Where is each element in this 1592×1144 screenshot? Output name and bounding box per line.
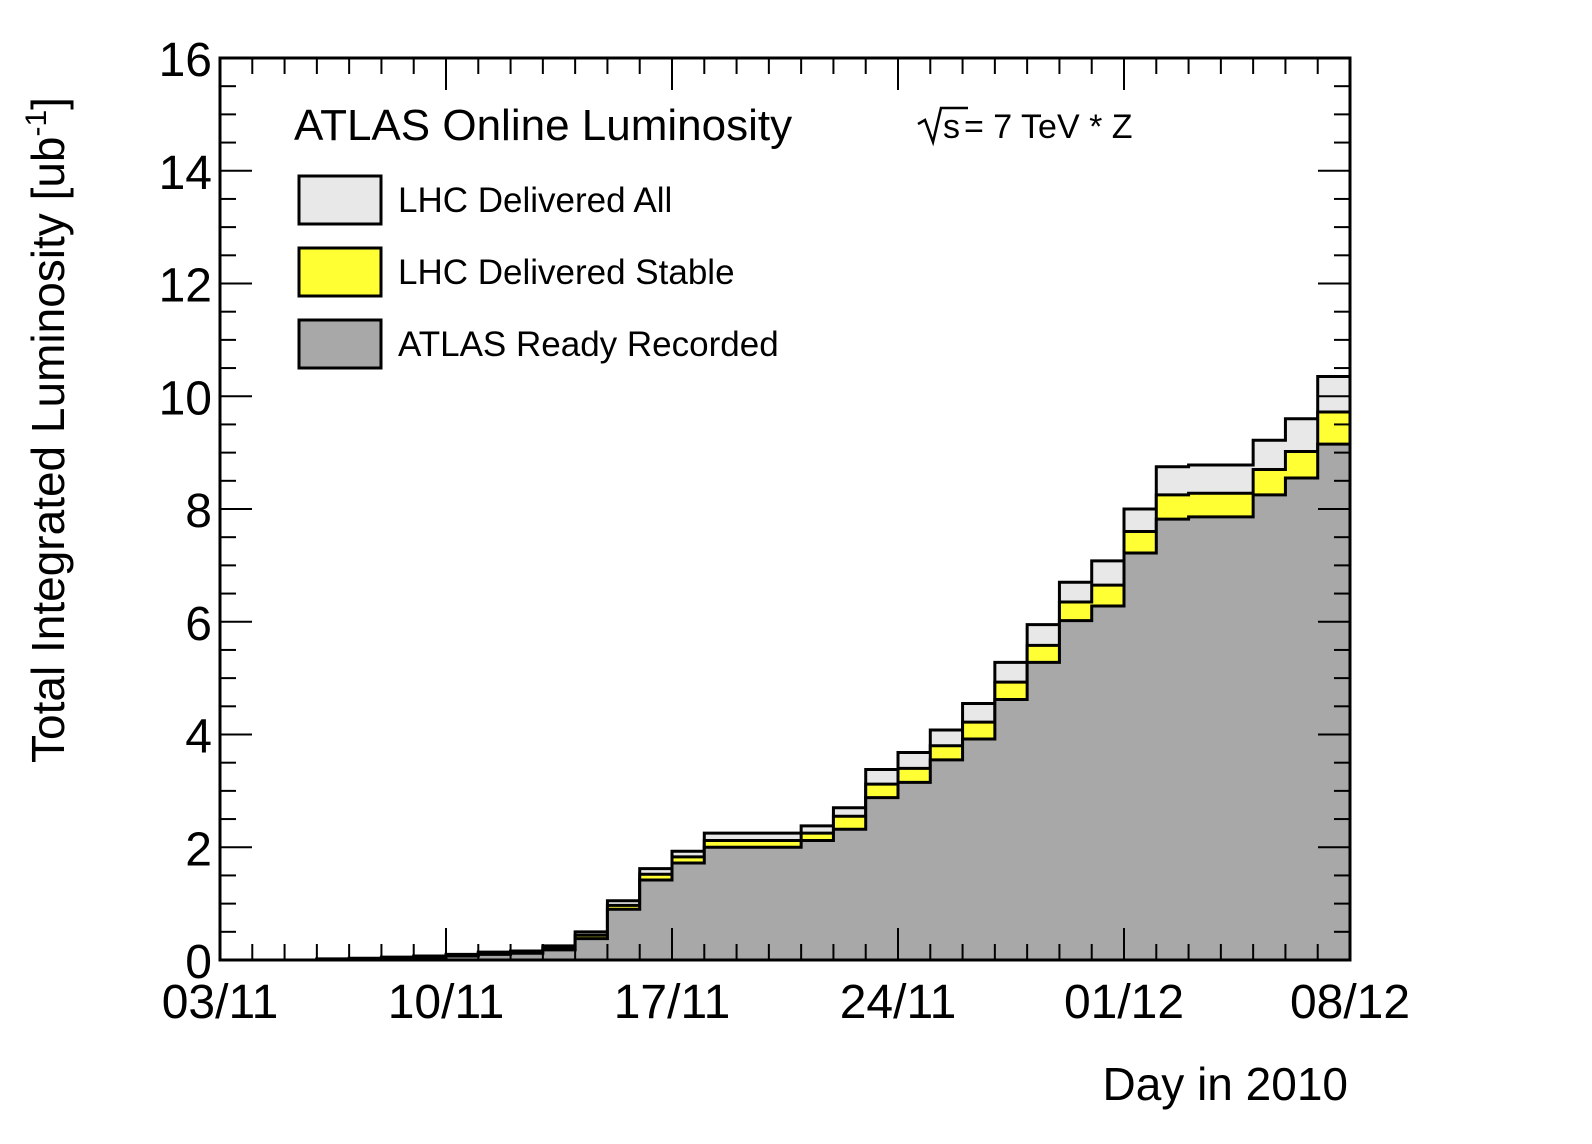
y-tick-label: 16 xyxy=(159,34,212,87)
legend: LHC Delivered All LHC Delivered Stable ATL… xyxy=(297,174,779,370)
legend-swatch-all xyxy=(297,174,383,226)
y-tick-label: 8 xyxy=(185,485,212,538)
x-tick-label: 10/11 xyxy=(388,976,505,1029)
y-tick-label: 4 xyxy=(185,711,212,764)
legend-label-recorded: ATLAS Ready Recorded xyxy=(398,325,779,364)
series-outline-recorded xyxy=(220,442,1350,962)
annotation-sqrt-arg: s xyxy=(943,108,960,146)
y-tick-label: 2 xyxy=(185,823,212,876)
sqrt-sign-icon xyxy=(917,106,968,147)
x-tick-label: 08/12 xyxy=(1290,976,1410,1029)
x-axis-label: Day in 2010 xyxy=(1103,1058,1349,1110)
x-tick-label: 03/11 xyxy=(162,976,279,1029)
y-axis-label-main: Total Integrated Luminosity [ub xyxy=(22,136,74,762)
x-tick-label: 24/11 xyxy=(840,976,957,1029)
series-area-recorded xyxy=(220,444,1350,960)
y-tick-label: 6 xyxy=(185,598,212,651)
annotation-text: = 7 TeV * Z xyxy=(964,108,1133,146)
legend-label-all: LHC Delivered All xyxy=(398,181,672,220)
y-axis-label-close: ] xyxy=(22,97,74,110)
x-tick-label: 01/12 xyxy=(1064,976,1184,1029)
legend-swatch-recorded xyxy=(297,318,383,370)
x-tick-label: 17/11 xyxy=(614,976,731,1029)
energy-annotation: s = 7 TeV * Z xyxy=(917,106,1133,147)
legend-label-stable: LHC Delivered Stable xyxy=(398,253,735,292)
axis-ticks xyxy=(219,57,1351,961)
chart-title: ATLAS Online Luminosity xyxy=(294,101,792,150)
area-layers xyxy=(220,375,1350,962)
y-tick-label: 12 xyxy=(159,260,212,313)
y-tick-label: 14 xyxy=(159,147,212,200)
legend-swatch-stable xyxy=(297,246,383,298)
tick-labels: 0 2 4 6 8 10 12 14 16 03/11 10/11 17/11 24/11 01/12 08… xyxy=(159,34,1410,1029)
y-tick-label: 0 xyxy=(185,936,212,989)
y-axis-label: Total Integrated Luminosity [ub-1] xyxy=(20,97,74,763)
y-axis-label-unit-exponent: -1 xyxy=(20,110,53,137)
y-tick-label: 10 xyxy=(159,372,212,425)
